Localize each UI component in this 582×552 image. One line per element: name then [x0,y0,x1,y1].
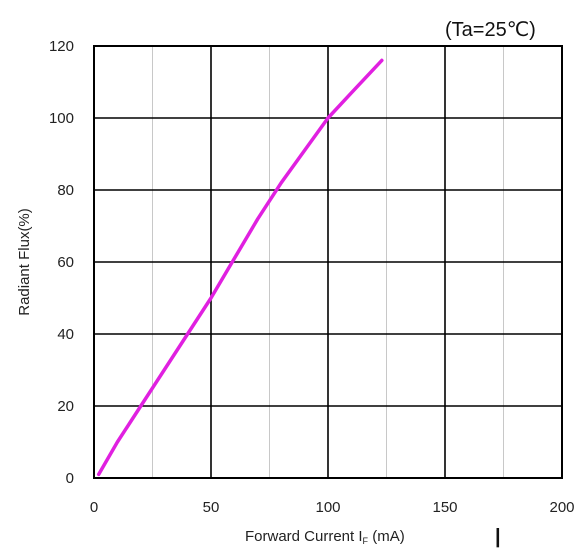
x-axis-title: Forward Current IF (mA) [245,528,405,546]
grid [94,46,562,478]
x-axis-title-subscript: F [363,536,369,546]
y-tick-label: 60 [57,254,74,271]
x-tick-label: 200 [549,499,574,516]
x-tick-label: 100 [315,499,340,516]
x-tick-label: 50 [203,499,220,516]
y-tick-label: 0 [66,470,74,487]
x-axis-title-marker: | [495,526,501,548]
radiant-flux-line [96,58,384,477]
y-axis-ticks: 0 20 40 60 80 100 120 [49,38,74,487]
y-tick-label: 100 [49,110,74,127]
x-axis-title-main: Forward Current I [245,528,363,545]
x-axis-ticks: 0 50 100 150 200 [90,499,575,516]
plot-area-frame [93,45,563,479]
x-tick-label: 150 [432,499,457,516]
y-tick-label: 120 [49,38,74,55]
y-axis-title: Radiant Flux(%) [16,208,33,316]
y-tick-label: 80 [57,182,74,199]
x-tick-label: 0 [90,499,98,516]
y-tick-label: 20 [57,398,74,415]
y-tick-label: 40 [57,326,74,343]
x-axis-title-unit: (mA) [368,528,405,545]
condition-annotation: (Ta=25℃) [445,19,536,41]
